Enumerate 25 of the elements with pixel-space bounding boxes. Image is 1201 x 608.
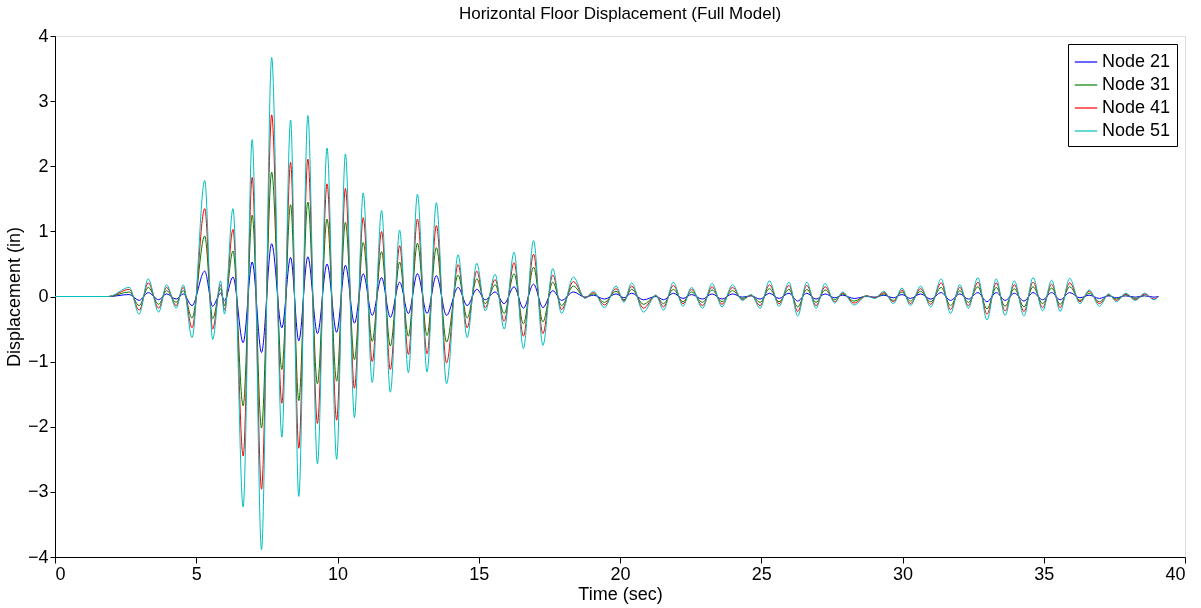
x-axis-title: Time (sec) <box>578 583 663 604</box>
y-tick-label: 3 <box>38 90 49 111</box>
legend-label: Node 21 <box>1102 51 1171 71</box>
x-tick-label: 25 <box>751 563 772 584</box>
legend-label: Node 51 <box>1102 120 1171 140</box>
legend-label: Node 41 <box>1102 97 1171 117</box>
y-tick-label: 1 <box>38 220 49 241</box>
x-tick-label: 30 <box>892 563 914 584</box>
y-tick-label: 0 <box>38 286 49 306</box>
y-tick-label: −1 <box>27 351 49 372</box>
y-tick-label: −2 <box>27 416 49 437</box>
x-tick-label: 20 <box>610 563 631 584</box>
x-tick-label: 0 <box>55 563 66 584</box>
x-tick-label: 5 <box>191 563 202 584</box>
x-tick-label: 35 <box>1034 563 1055 584</box>
x-tick-label: 15 <box>469 563 490 584</box>
y-tick-label: −4 <box>27 546 49 567</box>
chart-title: Horizontal Floor Displacement (Full Model) <box>458 4 782 23</box>
y-axis-title: Displacement (in) <box>3 226 24 368</box>
y-tick-label: 2 <box>38 155 49 176</box>
legend-label: Node 31 <box>1102 74 1171 94</box>
y-tick-label: −3 <box>27 481 49 502</box>
y-tick-label: 4 <box>38 25 49 46</box>
x-tick-label: 10 <box>327 563 349 584</box>
x-tick-label: 40 <box>1165 563 1186 584</box>
